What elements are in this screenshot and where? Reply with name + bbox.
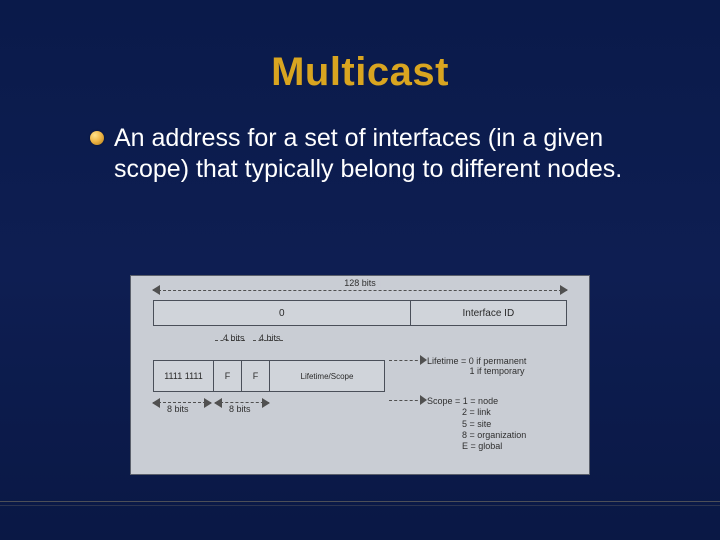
total-bits-arrow: 128 bits: [153, 284, 567, 298]
diagram-box: 128 bits 0 Interface ID 4 bits 4 bits 11…: [130, 275, 590, 475]
flag-f1: F: [213, 360, 241, 392]
bits-right-label: 8 bits: [229, 404, 251, 414]
scope-item-2: 5 = site: [462, 419, 491, 429]
lifetime-label: Lifetime =: [427, 356, 466, 366]
mid-label-a: 4 bits: [223, 333, 245, 343]
bits-left-label: 8 bits: [167, 404, 189, 414]
scope-item-3: 8 = organization: [462, 430, 526, 440]
prefix-bits: 1111 1111: [153, 360, 213, 392]
mid-arrows: 4 bits 4 bits: [153, 336, 313, 348]
flag-f2: F: [241, 360, 269, 392]
interface-id-field: Interface ID: [410, 300, 567, 326]
arrow-icon: [387, 356, 427, 366]
prefix-row: 1111 1111 F F Lifetime/Scope: [153, 360, 385, 392]
zero-field: 0: [153, 300, 410, 326]
lifetime-item-1: 1 if temporary: [470, 366, 525, 376]
bullet-icon: [90, 131, 104, 145]
legend-scope: Scope = 1 = node 2 = link 5 = site 8 = o…: [387, 396, 587, 452]
bullet-item: An address for a set of interfaces (in a…: [90, 123, 630, 184]
lifetime-scope-cell: Lifetime/Scope: [269, 360, 385, 392]
lifetime-item-0: 0 if permanent: [469, 356, 527, 366]
total-bits-label: 128 bits: [340, 278, 380, 288]
arrow-icon: [387, 396, 427, 406]
scope-item-1: 2 = link: [462, 407, 491, 417]
footer-divider-2: [0, 505, 720, 506]
scope-item-0: 1 = node: [463, 396, 498, 406]
mid-label-b: 4 bits: [259, 333, 281, 343]
legend-lifetime: Lifetime = 0 if permanent 1 if temporary: [387, 356, 587, 379]
slide-title: Multicast: [70, 50, 650, 95]
scope-label: Scope =: [427, 396, 460, 406]
slide: Multicast An address for a set of interf…: [0, 0, 720, 540]
scope-item-4: E = global: [462, 441, 502, 451]
bits-row: 8 bits 8 bits: [153, 396, 385, 412]
multicast-diagram: 128 bits 0 Interface ID 4 bits 4 bits 11…: [130, 275, 590, 485]
bullet-text: An address for a set of interfaces (in a…: [114, 123, 630, 184]
footer-divider: [0, 501, 720, 502]
address-row: 0 Interface ID: [153, 300, 567, 326]
